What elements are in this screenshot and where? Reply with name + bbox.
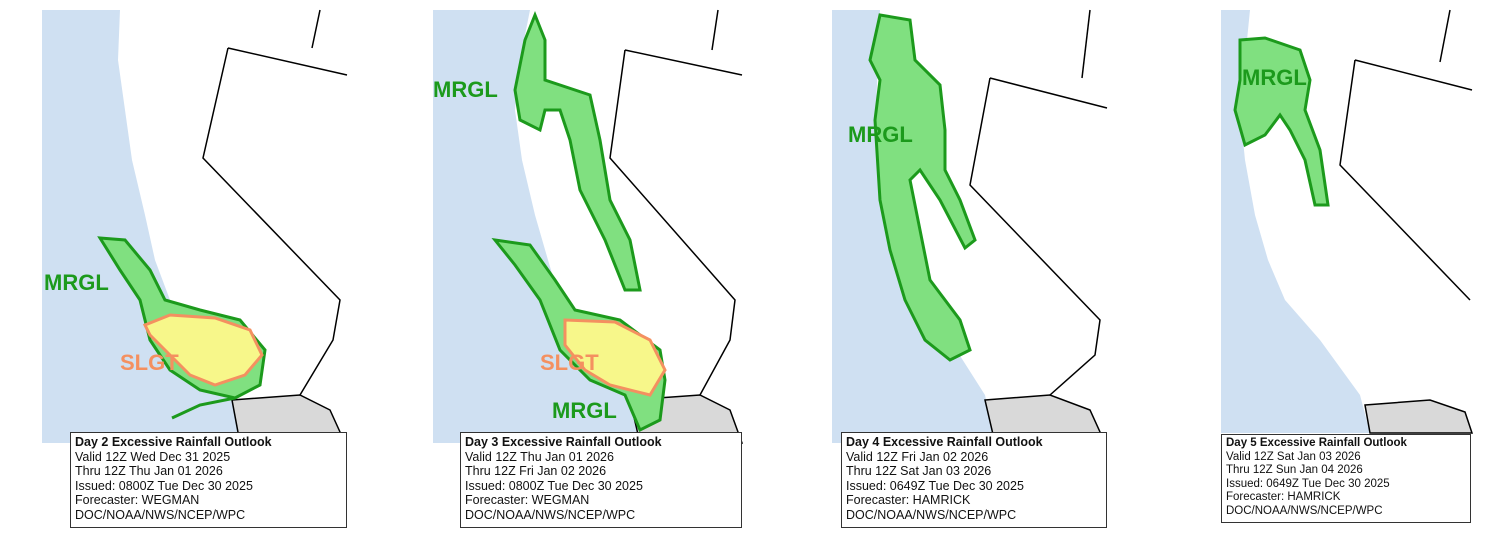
mrgl-label: MRGL [433, 77, 498, 102]
map-day2 [42, 9, 348, 444]
slgt-area [563, 318, 667, 397]
map-day4 [832, 9, 1108, 444]
caption-valid: Valid 12Z Wed Dec 31 2025 [75, 449, 231, 464]
slgt-label: SLGT [120, 350, 179, 375]
state-border [202, 47, 341, 396]
caption-thru: Thru 12Z Thu Jan 01 2026 [75, 464, 223, 478]
caption-thru: Thru 12Z Sun Jan 04 2026 [1226, 464, 1363, 476]
map-day3 [433, 9, 744, 444]
map-day5 [1221, 9, 1474, 434]
caption-forecaster: Forecaster: HAMRICK [846, 493, 971, 507]
mrgl-area [1233, 36, 1330, 207]
caption-thru: Thru 12Z Fri Jan 02 2026 [465, 464, 607, 478]
caption-day3: Day 3 Excessive Rainfall Outlook Valid 1… [460, 432, 742, 528]
caption-title: Day 3 Excessive Rainfall Outlook [465, 435, 662, 449]
caption-day5: Day 5 Excessive Rainfall Outlook Valid 1… [1221, 434, 1471, 523]
caption-issued: Issued: 0649Z Tue Dec 30 2025 [1226, 477, 1390, 490]
caption-issued: Issued: 0800Z Tue Dec 30 2025 [75, 478, 253, 493]
mrgl-label: MRGL [848, 122, 913, 147]
caption-forecaster: Forecaster: HAMRICK [1226, 491, 1341, 503]
mrgl-area [513, 10, 642, 292]
slgt-label: SLGT [540, 350, 599, 375]
caption-issued: Issued: 0800Z Tue Dec 30 2025 [465, 478, 643, 493]
caption-valid: Valid 12Z Thu Jan 01 2026 [465, 449, 614, 464]
caption-agency: DOC/NOAA/NWS/NCEP/WPC [75, 507, 246, 522]
mrgl-area [868, 13, 977, 362]
state-border [227, 47, 348, 76]
caption-day2: Day 2 Excessive Rainfall Outlook Valid 1… [70, 432, 347, 528]
caption-agency: DOC/NOAA/NWS/NCEP/WPC [846, 507, 1017, 522]
caption-valid: Valid 12Z Fri Jan 02 2026 [846, 449, 989, 464]
caption-title: Day 4 Excessive Rainfall Outlook [846, 435, 1043, 449]
mrgl-label: MRGL [1242, 65, 1307, 90]
mrgl-label: MRGL [552, 398, 617, 423]
caption-forecaster: Forecaster: WEGMAN [75, 493, 200, 507]
mrgl-label: MRGL [44, 270, 109, 295]
caption-agency: DOC/NOAA/NWS/NCEP/WPC [465, 507, 636, 522]
caption-thru: Thru 12Z Sat Jan 03 2026 [846, 464, 992, 478]
caption-agency: DOC/NOAA/NWS/NCEP/WPC [1226, 504, 1383, 517]
caption-title: Day 5 Excessive Rainfall Outlook [1226, 437, 1407, 449]
slgt-area [142, 313, 264, 387]
caption-day4: Day 4 Excessive Rainfall Outlook Valid 1… [841, 432, 1107, 528]
caption-issued: Issued: 0649Z Tue Dec 30 2025 [846, 478, 1024, 493]
caption-forecaster: Forecaster: WEGMAN [465, 493, 590, 507]
caption-valid: Valid 12Z Sat Jan 03 2026 [1226, 450, 1361, 463]
caption-title: Day 2 Excessive Rainfall Outlook [75, 435, 272, 449]
